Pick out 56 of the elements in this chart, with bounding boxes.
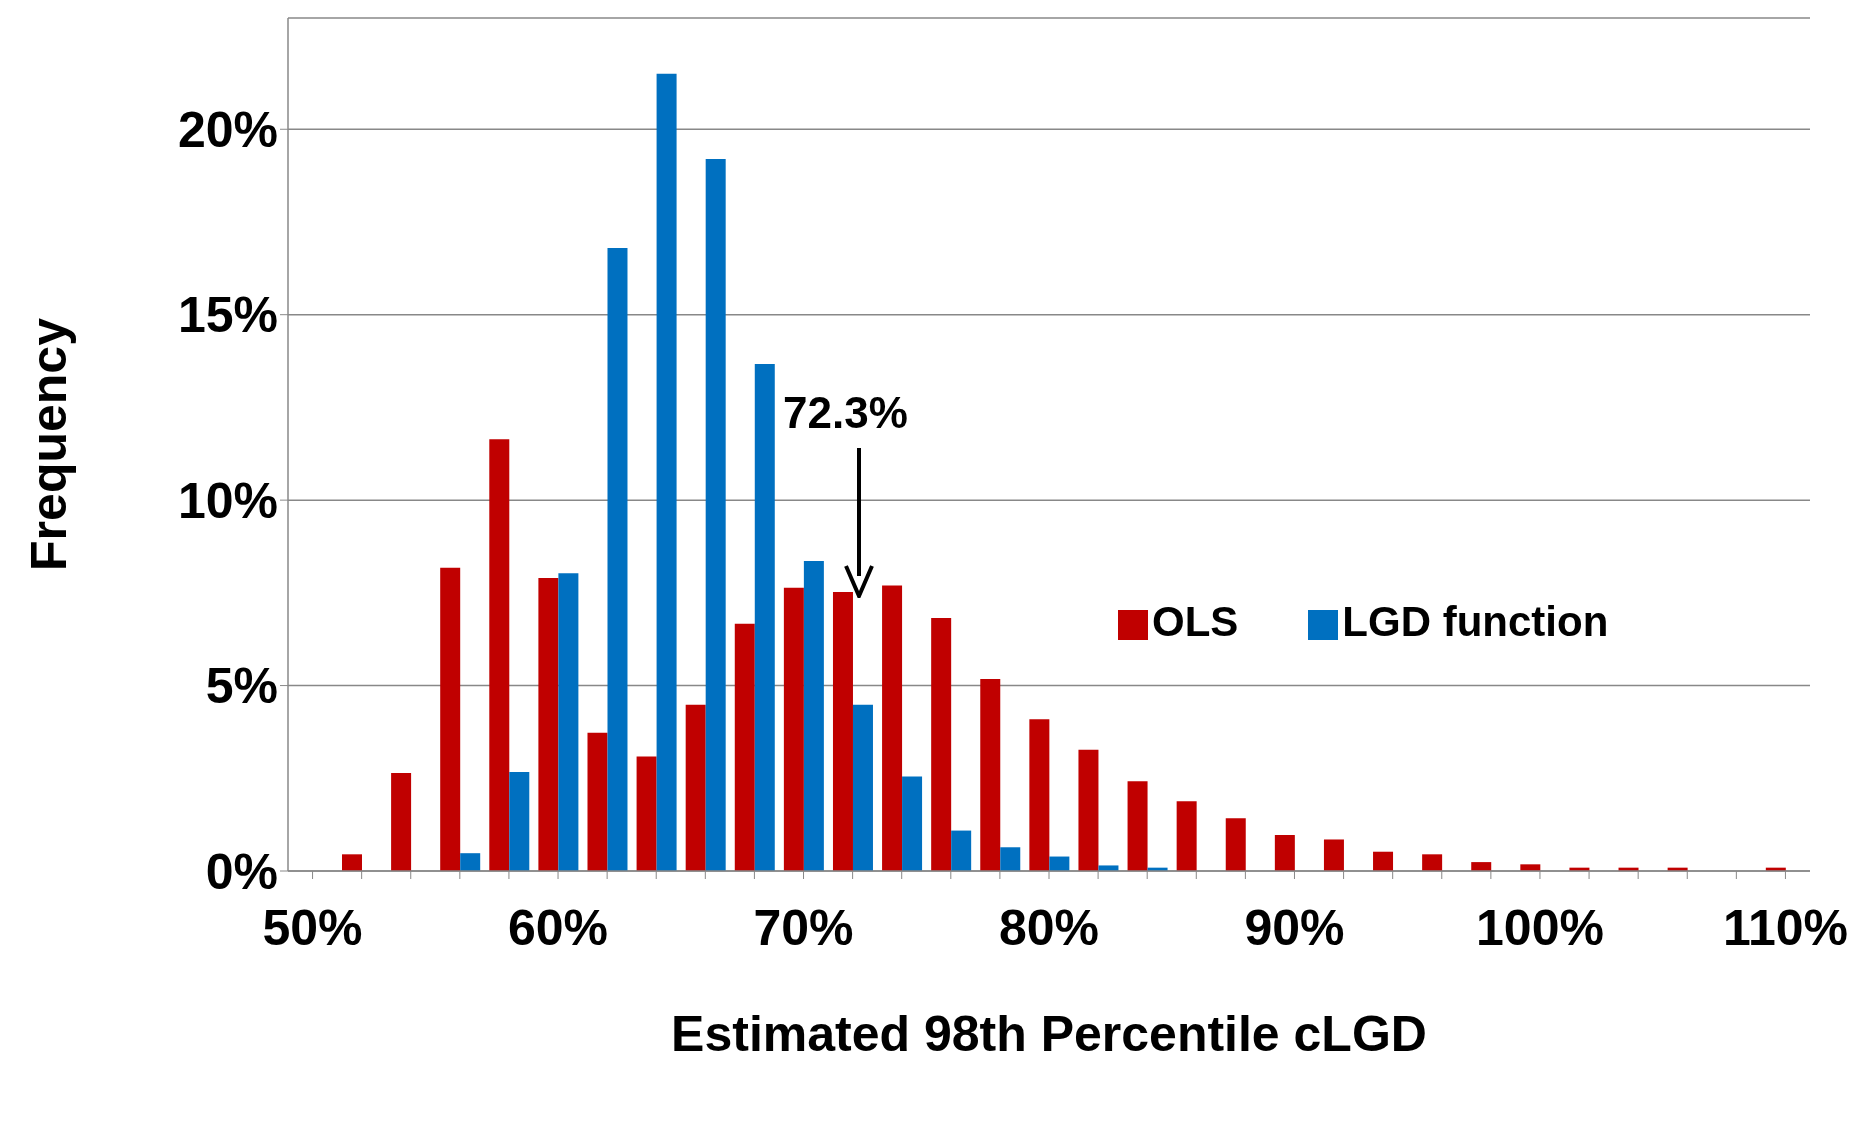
bar [1225, 818, 1246, 871]
bar [1422, 854, 1443, 871]
bar [852, 704, 873, 871]
bar [587, 732, 608, 871]
bar [342, 854, 363, 871]
annotation: 72.3% [783, 388, 908, 438]
bar [685, 704, 706, 871]
y-tick-label: 15% [177, 287, 278, 344]
bar [1029, 719, 1050, 871]
bar [902, 776, 923, 871]
bar [1078, 749, 1099, 871]
bar [803, 560, 824, 871]
y-tick-label: 10% [177, 472, 278, 529]
bar [391, 773, 412, 871]
legend-label: OLS [1152, 598, 1239, 645]
bar [1471, 862, 1492, 871]
bar [509, 771, 530, 871]
y-axis-title: Frequency [20, 317, 77, 571]
x-tick-label: 100% [1476, 899, 1604, 956]
x-axis-title: Estimated 98th Percentile cLGD [671, 1006, 1427, 1062]
bar [1323, 839, 1344, 871]
y-tick-label: 0% [205, 843, 278, 900]
bar [489, 439, 510, 871]
x-tick-label: 90% [1244, 899, 1345, 956]
bar [734, 623, 755, 871]
bar [832, 592, 853, 871]
x-tick-label: 110% [1722, 899, 1849, 956]
bar [783, 587, 804, 871]
bar [1373, 851, 1394, 871]
x-tick-label: 80% [998, 899, 1100, 956]
x-tick-label: 50% [262, 899, 363, 956]
bar [754, 364, 775, 871]
bar [558, 573, 579, 871]
bar [460, 853, 481, 871]
bar [1274, 835, 1295, 871]
bar [1098, 865, 1119, 871]
bar [951, 830, 972, 871]
x-tick-label: 60% [507, 899, 609, 956]
bar [1127, 781, 1148, 871]
bar [1000, 847, 1021, 871]
y-tick-label: 5% [205, 658, 278, 715]
bar [607, 247, 628, 871]
bar [705, 158, 726, 871]
bar [1176, 801, 1197, 871]
bar [980, 678, 1001, 871]
bar [636, 756, 657, 871]
bar [538, 578, 559, 871]
y-tick-label: 20% [177, 102, 278, 159]
legend-label: LGD function [1342, 598, 1609, 645]
bar [440, 567, 461, 871]
bar [882, 585, 903, 871]
bar [931, 618, 952, 871]
bar [656, 73, 677, 871]
bar [1049, 856, 1070, 871]
x-tick-label: 70% [753, 899, 854, 956]
bar [1520, 864, 1541, 871]
